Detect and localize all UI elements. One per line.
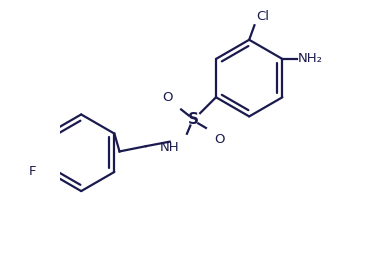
Text: F: F	[28, 165, 36, 178]
Text: O: O	[214, 133, 224, 146]
Text: O: O	[163, 91, 173, 104]
Text: Cl: Cl	[256, 10, 269, 23]
Text: S: S	[188, 112, 199, 127]
Text: NH: NH	[160, 141, 179, 154]
Text: NH₂: NH₂	[298, 52, 323, 66]
